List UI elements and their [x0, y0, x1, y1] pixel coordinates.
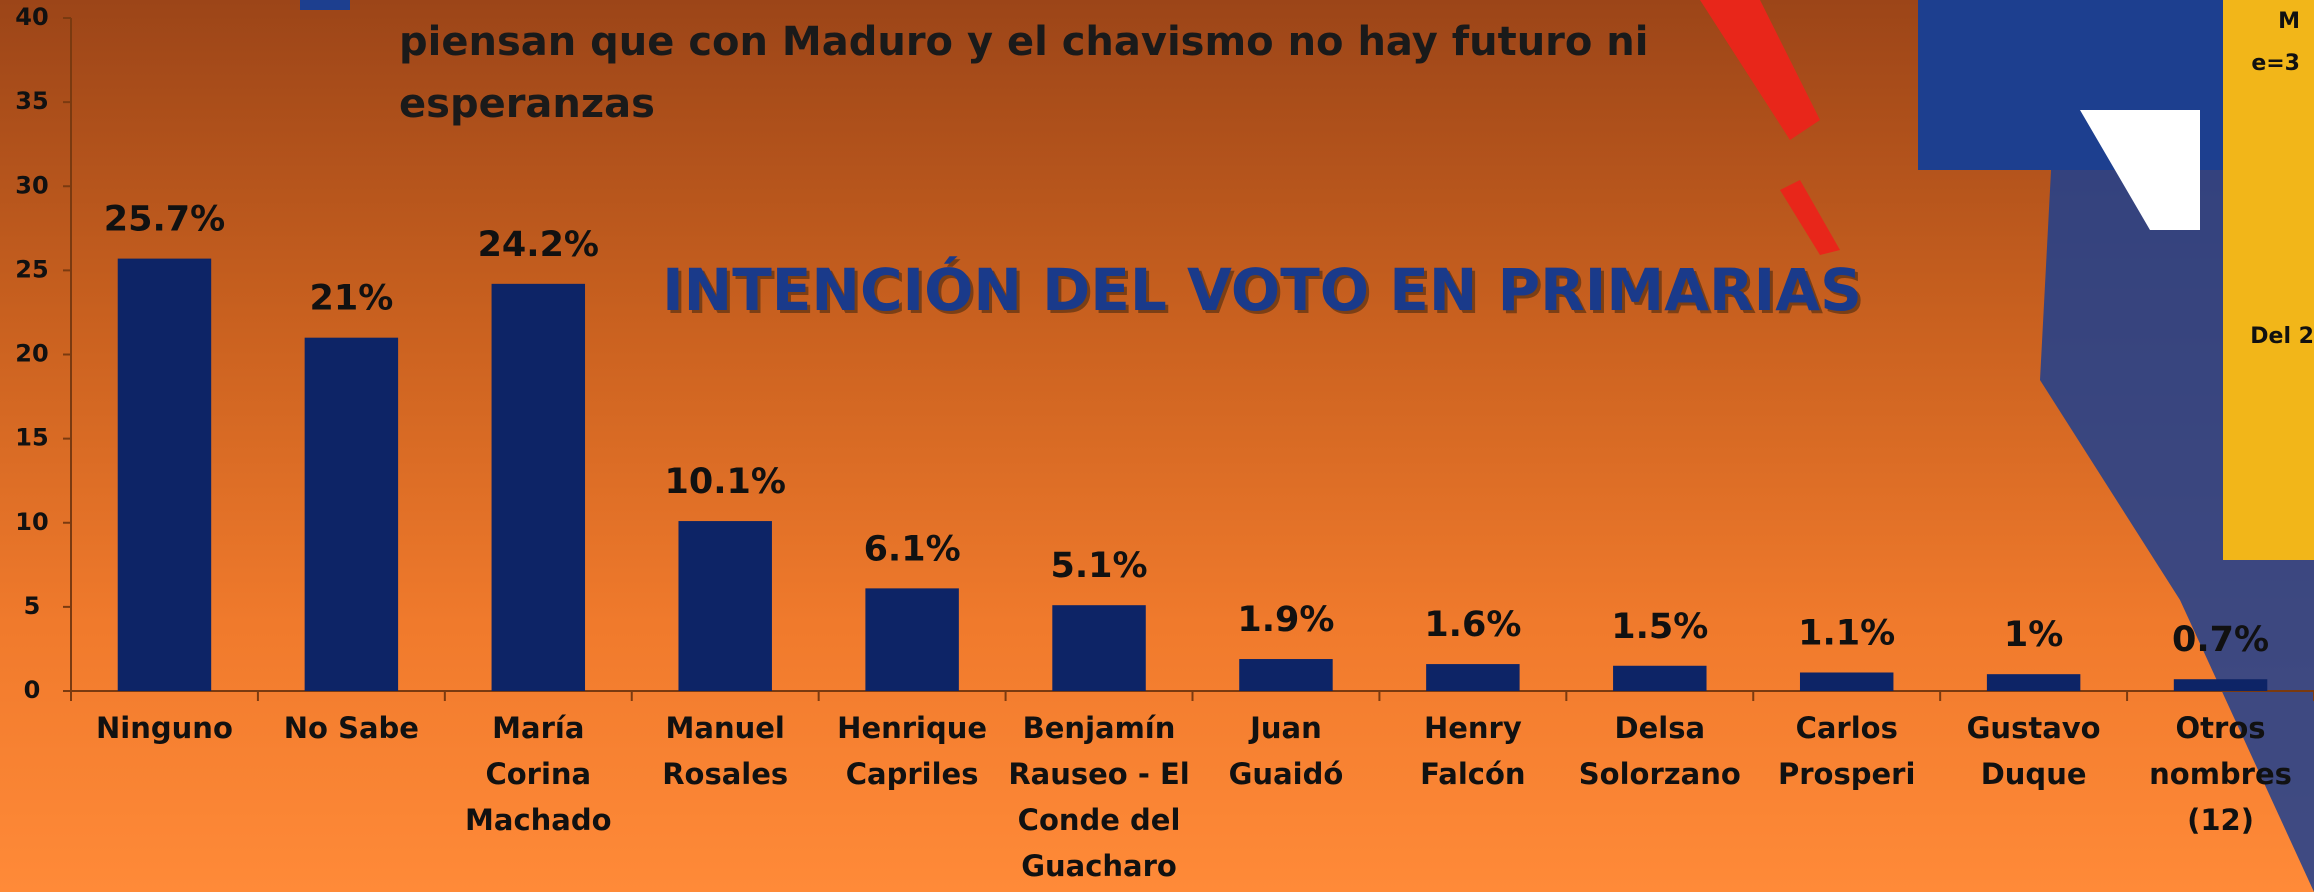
x-tick-label: María Corina Machado: [465, 711, 612, 837]
data-label: 5.1%: [1051, 546, 1148, 586]
y-tick-label: 35: [15, 87, 48, 115]
legend-swatch: [300, 0, 350, 10]
bar: [1426, 664, 1520, 691]
x-tick-label: Benjamín Rauseo - El Conde del Guacharo: [1008, 711, 1190, 883]
data-label: 21%: [309, 279, 393, 319]
side-text: e=3: [2251, 51, 2300, 76]
legend-text: esperanzas: [399, 81, 655, 127]
side-text: M: [2278, 9, 2300, 34]
bar: [1239, 659, 1333, 691]
data-label: 1.6%: [1424, 605, 1521, 645]
y-tick-label: 5: [24, 592, 41, 620]
x-tick-label: Manuel Rosales: [662, 711, 789, 791]
data-label: 0.7%: [2172, 620, 2269, 660]
y-tick-label: 40: [15, 3, 48, 31]
x-tick-label: Delsa Solorzano: [1578, 711, 1741, 791]
y-tick-label: 25: [15, 255, 48, 283]
data-label: 10.1%: [664, 462, 785, 502]
legend-text: piensan que con Maduro y el chavismo no …: [399, 19, 1649, 65]
data-label: 24.2%: [478, 225, 599, 265]
x-tick-label: No Sabe: [283, 711, 419, 745]
bar: [678, 521, 772, 691]
x-tick-label: Ninguno: [96, 711, 233, 745]
bar: [865, 588, 959, 691]
data-label: 1.1%: [1798, 613, 1895, 653]
y-tick-label: 30: [15, 171, 48, 199]
bar: [304, 337, 399, 691]
chart-title: INTENCIÓN DEL VOTO EN PRIMARIAS: [662, 255, 1862, 324]
data-label: 6.1%: [864, 529, 961, 569]
x-tick-label: Henry Falcón: [1420, 711, 1526, 791]
data-label: 1.9%: [1237, 600, 1334, 640]
data-label: 25.7%: [104, 200, 225, 240]
data-label: 1.5%: [1611, 607, 1708, 647]
x-tick-label: Henrique Capriles: [837, 711, 988, 791]
bar: [491, 283, 586, 691]
y-tick-label: 15: [15, 424, 48, 452]
bar: [1986, 674, 2081, 691]
y-tick-label: 0: [24, 676, 41, 704]
x-tick-label: Otros nombres (12): [2149, 711, 2292, 837]
x-tick-label: Juan Guaidó: [1228, 711, 1344, 791]
data-label: 1%: [2004, 615, 2063, 655]
bar: [1613, 665, 1707, 691]
bar: [1052, 605, 1146, 691]
x-tick-label: Gustavo Duque: [1966, 711, 2101, 791]
side-decoration: [1700, 0, 2314, 892]
bar: [117, 258, 212, 691]
title-shadow: INTENCIÓN DEL VOTO EN PRIMARIAS: [665, 258, 1865, 327]
side-text: Del 2: [2250, 324, 2314, 349]
bar: [1799, 672, 1894, 691]
y-tick-label: 20: [15, 340, 48, 368]
bar: [2173, 679, 2268, 691]
x-tick-label: Carlos Prosperi: [1777, 711, 1916, 791]
y-tick-label: 10: [15, 508, 48, 536]
